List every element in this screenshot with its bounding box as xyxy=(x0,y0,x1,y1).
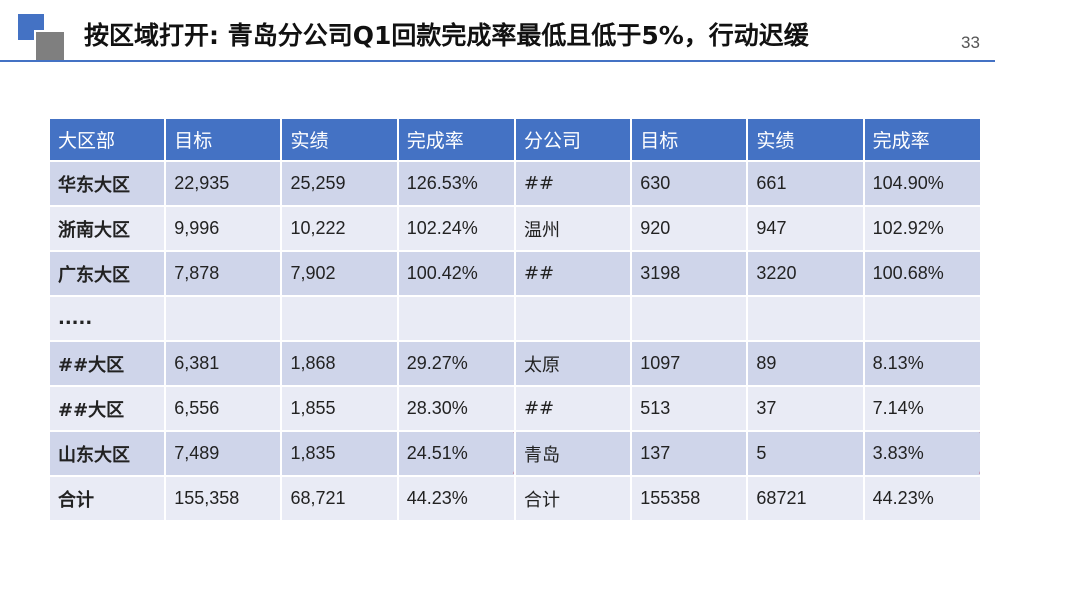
region-rate-cell-highlighted: 24.51% xyxy=(398,432,514,475)
region-target-cell: 6,556 xyxy=(166,387,281,430)
table-row-highlighted: 山东大区 7,489 1,835 24.51% 青岛 137 5 3.83% xyxy=(50,432,980,475)
branch-actual-cell: 661 xyxy=(748,162,863,205)
header-region: 大区部 xyxy=(50,119,165,160)
empty-cell xyxy=(166,297,281,340)
branch-target-cell: 3198 xyxy=(632,252,747,295)
header-region-target: 目标 xyxy=(166,119,281,160)
branch-actual-cell: 947 xyxy=(748,207,863,250)
header-branch: 分公司 xyxy=(515,119,631,160)
title-divider xyxy=(0,60,995,62)
logo-gray-square xyxy=(34,30,66,62)
region-actual-cell: 68,721 xyxy=(282,477,397,520)
region-target-cell: 9,996 xyxy=(166,207,281,250)
table-header-row: 大区部 目标 实绩 完成率 分公司 目标 实绩 完成率 xyxy=(50,119,980,160)
ellipsis-cell: ..... xyxy=(50,297,165,340)
branch-rate-cell: 7.14% xyxy=(864,387,980,430)
region-target-cell: 22,935 xyxy=(166,162,281,205)
header-branch-actual: 实绩 xyxy=(748,119,863,160)
header-region-rate: 完成率 xyxy=(398,119,514,160)
branch-name-cell: ## xyxy=(515,387,631,430)
region-actual-cell: 1,868 xyxy=(282,342,397,385)
page-number: 33 xyxy=(961,33,980,52)
empty-cell xyxy=(864,297,980,340)
branch-target-cell: 1097 xyxy=(632,342,747,385)
total-label-cell: 合计 xyxy=(515,477,631,520)
header-branch-rate: 完成率 xyxy=(864,119,980,160)
region-rate-cell: 29.27% xyxy=(398,342,514,385)
empty-cell xyxy=(748,297,863,340)
branch-rate-cell: 100.68% xyxy=(864,252,980,295)
branch-target-cell: 137 xyxy=(632,432,747,475)
slide-title: 按区域打开: 青岛分公司Q1回款完成率最低且低于5%，行动迟缓 xyxy=(84,21,809,50)
branch-target-cell: 513 xyxy=(632,387,747,430)
logo-squares xyxy=(18,14,66,62)
region-name-cell: 浙南大区 xyxy=(50,207,165,250)
branch-actual-cell: 37 xyxy=(748,387,863,430)
branch-rate-cell: 104.90% xyxy=(864,162,980,205)
region-actual-cell: 10,222 xyxy=(282,207,397,250)
empty-cell xyxy=(282,297,397,340)
empty-cell xyxy=(515,297,631,340)
branch-actual-cell: 3220 xyxy=(748,252,863,295)
region-actual-cell: 7,902 xyxy=(282,252,397,295)
branch-target-cell: 155358 xyxy=(632,477,747,520)
table-row: 华东大区 22,935 25,259 126.53% ## 630 661 10… xyxy=(50,162,980,205)
branch-name-cell: 太原 xyxy=(515,342,631,385)
region-rate-cell: 100.42% xyxy=(398,252,514,295)
region-name-cell: 山东大区 xyxy=(50,432,165,475)
branch-actual-cell: 5 xyxy=(748,432,863,475)
branch-name-cell: ## xyxy=(515,252,631,295)
table-row: ##大区 6,556 1,855 28.30% ## 513 37 7.14% xyxy=(50,387,980,430)
header-region-actual: 实绩 xyxy=(282,119,397,160)
branch-name-cell: 青岛 xyxy=(515,432,631,475)
region-actual-cell: 25,259 xyxy=(282,162,397,205)
branch-rate-cell-highlighted: 3.83% xyxy=(864,432,980,475)
region-target-cell: 7,489 xyxy=(166,432,281,475)
completion-rate-table: 大区部 目标 实绩 完成率 分公司 目标 实绩 完成率 华东大区 22,935 … xyxy=(48,117,982,522)
region-target-cell: 6,381 xyxy=(166,342,281,385)
region-rate-cell: 126.53% xyxy=(398,162,514,205)
region-name-cell: ##大区 xyxy=(50,387,165,430)
region-actual-cell: 1,835 xyxy=(282,432,397,475)
region-actual-cell: 1,855 xyxy=(282,387,397,430)
branch-target-cell: 920 xyxy=(632,207,747,250)
region-target-cell: 155,358 xyxy=(166,477,281,520)
branch-actual-cell: 89 xyxy=(748,342,863,385)
branch-rate-cell: 102.92% xyxy=(864,207,980,250)
table-row: ##大区 6,381 1,868 29.27% 太原 1097 89 8.13% xyxy=(50,342,980,385)
branch-actual-cell: 68721 xyxy=(748,477,863,520)
region-rate-cell: 28.30% xyxy=(398,387,514,430)
region-rate-cell: 44.23% xyxy=(398,477,514,520)
region-rate-cell: 102.24% xyxy=(398,207,514,250)
branch-name-cell: 温州 xyxy=(515,207,631,250)
highlight-rate-value: 3.83% xyxy=(872,443,924,463)
region-name-cell: 广东大区 xyxy=(50,252,165,295)
highlight-rate-value: 24.51% xyxy=(406,443,468,463)
table-row-ellipsis: ..... xyxy=(50,297,980,340)
region-name-cell: 华东大区 xyxy=(50,162,165,205)
branch-rate-cell: 44.23% xyxy=(864,477,980,520)
region-target-cell: 7,878 xyxy=(166,252,281,295)
region-name-cell: ##大区 xyxy=(50,342,165,385)
branch-rate-cell: 8.13% xyxy=(864,342,980,385)
table-row: 广东大区 7,878 7,902 100.42% ## 3198 3220 10… xyxy=(50,252,980,295)
total-label-cell: 合计 xyxy=(50,477,165,520)
branch-target-cell: 630 xyxy=(632,162,747,205)
header-branch-target: 目标 xyxy=(632,119,747,160)
empty-cell xyxy=(632,297,747,340)
empty-cell xyxy=(398,297,514,340)
table-row: 浙南大区 9,996 10,222 102.24% 温州 920 947 102… xyxy=(50,207,980,250)
branch-name-cell: ## xyxy=(515,162,631,205)
table-row-total: 合计 155,358 68,721 44.23% 合计 155358 68721… xyxy=(50,477,980,520)
